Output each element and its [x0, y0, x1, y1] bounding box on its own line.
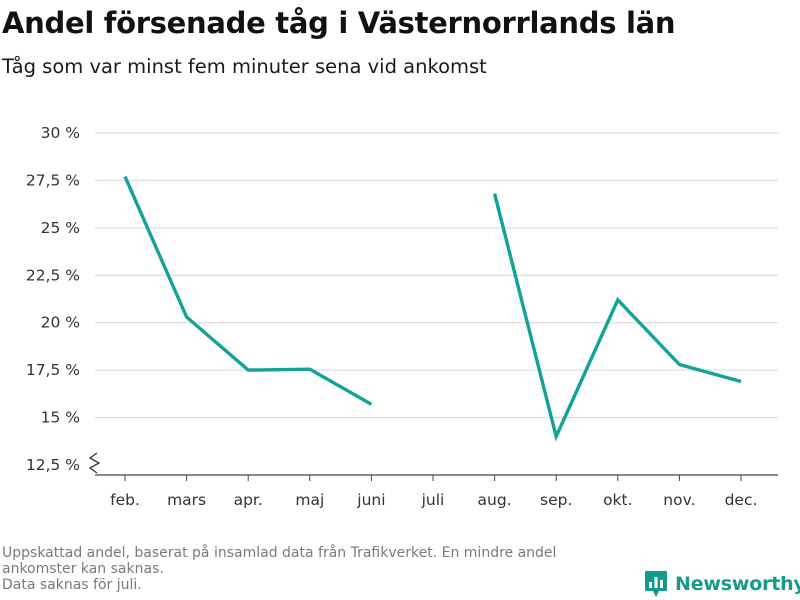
- x-axis-tick-labels: feb. mars apr. maj juni juli aug. sep. okt. nov. d…: [110, 491, 757, 509]
- footnote-line-3: Data saknas för juli.: [2, 577, 142, 593]
- y-axis-tick-labels: 12,5 % 15 % 17,5 % 20 % 22,5 % 25 % 27,5 % 30 %: [26, 124, 80, 474]
- footnote-line-2: ankomster kan saknas.: [2, 561, 164, 577]
- x-tick-label: juli: [421, 491, 445, 509]
- x-tick-label: mars: [167, 491, 206, 509]
- line-chart: 12,5 % 15 % 17,5 % 20 % 22,5 % 25 % 27,5 % 30 %…: [26, 124, 778, 509]
- y-tick-label: 12,5 %: [26, 456, 80, 474]
- newsworthy-brand: Newsworthy: [643, 569, 800, 599]
- series-line-segment: [123, 175, 373, 406]
- newsworthy-logo-icon: [645, 571, 667, 597]
- x-tick-label: sep.: [540, 491, 572, 509]
- x-tick-label: okt.: [603, 491, 632, 509]
- chart-title: Andel försenade tåg i Västernorrlands lä…: [2, 6, 676, 40]
- series-lines: [123, 175, 742, 442]
- chart-subtitle: Tåg som var minst fem minuter sena vid a…: [2, 55, 487, 78]
- gridlines: [95, 132, 778, 419]
- axis-break-icon: [88, 452, 101, 474]
- y-tick-label: 25 %: [41, 219, 80, 237]
- y-tick-label: 30 %: [41, 124, 80, 142]
- y-tick-label: 20 %: [41, 314, 80, 332]
- x-tick-label: dec.: [725, 491, 758, 509]
- y-tick-label: 22,5 %: [26, 266, 80, 284]
- x-tick-label: apr.: [234, 491, 263, 509]
- brand-name: Newsworthy: [675, 573, 800, 595]
- x-axis: [88, 452, 778, 481]
- footnote: Uppskattad andel, baserat på insamlad da…: [2, 545, 642, 593]
- y-tick-label: 27,5 %: [26, 171, 80, 189]
- x-tick-label: nov.: [663, 491, 695, 509]
- x-tick-label: feb.: [110, 491, 140, 509]
- series-line-segment: [492, 193, 742, 442]
- footnote-line-1: Uppskattad andel, baserat på insamlad da…: [2, 545, 557, 561]
- x-tick-label: juni: [356, 491, 385, 509]
- x-tick-label: maj: [295, 491, 324, 509]
- y-tick-label: 17,5 %: [26, 361, 80, 379]
- y-tick-label: 15 %: [41, 409, 80, 427]
- x-tick-label: aug.: [478, 491, 512, 509]
